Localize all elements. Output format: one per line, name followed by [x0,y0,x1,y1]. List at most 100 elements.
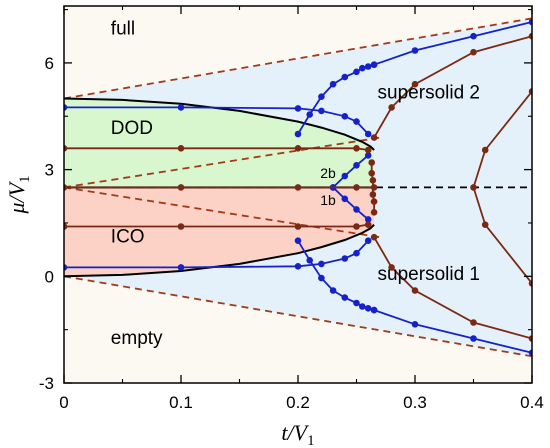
region-label-supersolid1: supersolid 1 [378,264,480,285]
data-point [353,206,360,213]
data-point [364,152,372,159]
data-point [294,105,302,112]
branch-label-1b: 1b [320,192,336,208]
data-point [370,233,378,241]
data-point [359,303,366,310]
data-point [411,80,419,88]
data-point [470,32,477,40]
data-point [470,48,477,56]
region-label-empty: empty [111,328,163,349]
x-tick-label: 0.2 [286,393,310,412]
data-point [64,104,68,111]
data-point [353,68,360,76]
data-point [481,146,489,154]
dod-region [64,98,375,188]
region-label-ico: ICO [111,227,145,248]
data-point [368,169,376,177]
data-point [528,280,532,287]
data-point [329,80,337,88]
y-axis-title: μ/V1 [4,175,33,214]
data-point [411,47,419,54]
phase-boundary-line [64,97,375,151]
x-axis-title-sub: 1 [307,433,315,448]
data-point [411,321,419,328]
x-tick-label: 0.4 [520,393,544,412]
x-axis-title-main: t/V [281,420,309,445]
data-point [177,264,185,271]
data-point [364,216,372,223]
x-tick-label: 0 [59,393,68,412]
region-label-full: full [111,18,135,39]
data-point [306,111,314,118]
region-labels: full DOD ICO empty supersolid 2 supersolid 1 2… [111,18,480,348]
data-point [353,145,360,152]
data-point [329,287,337,294]
data-point [368,159,376,166]
data-point [359,64,366,72]
data-point [370,198,378,205]
data-point [470,319,477,326]
data-point [177,104,185,111]
data-point [370,61,378,68]
y-axis-title-sub: 1 [17,175,33,183]
data-point [353,184,360,191]
data-series-line [373,21,532,66]
x-axis-title: t/V1 [281,420,314,448]
data-point [470,184,477,191]
data-point [294,130,302,138]
data-point [64,145,68,152]
dashed-boundary-line [64,186,381,239]
data-point [364,63,372,70]
data-point [353,162,360,169]
branch-label-2b: 2b [320,165,336,181]
data-point [481,221,489,228]
data-point [528,88,532,95]
region-label-supersolid2: supersolid 2 [378,82,480,103]
data-point [364,146,372,154]
ico-region [64,187,375,277]
series-layer [64,17,532,358]
data-point [369,177,377,184]
plot-area [64,6,532,383]
data-point [364,130,372,138]
data-point [528,349,532,357]
phase-boundary-line [64,223,375,278]
data-point [528,335,532,342]
data-point [470,335,477,342]
data-point [353,299,360,307]
data-point [341,255,349,262]
data-series-line [373,309,532,354]
data-point [294,237,302,244]
y-tick-label: 0 [45,267,54,286]
data-point [341,172,349,180]
data-point [370,209,378,216]
data-point [306,257,314,264]
data-point [294,184,302,191]
data-point [64,223,68,230]
data-point [177,184,185,191]
data-point [528,32,532,40]
data-point [177,145,185,152]
data-point [528,18,532,26]
data-point [294,145,302,152]
dashed-boundary-line [64,136,381,189]
data-point [370,134,378,141]
x-tick-label: 0.1 [169,393,193,412]
data-point [318,93,325,100]
data-point [388,264,395,271]
data-point [370,306,378,314]
data-point [341,195,349,203]
y-tick-label: -3 [39,374,54,393]
data-series-line [332,186,369,221]
data-point [64,184,68,191]
x-tick-label: 0.3 [403,393,427,412]
data-point [318,260,325,268]
data-point [411,287,419,294]
data-point [353,223,360,230]
region-label-dod: DOD [111,118,153,139]
y-tick-label: 6 [45,54,54,73]
data-point [369,191,377,198]
data-point [294,263,302,270]
y-axis-title-main: μ/V [4,180,29,214]
